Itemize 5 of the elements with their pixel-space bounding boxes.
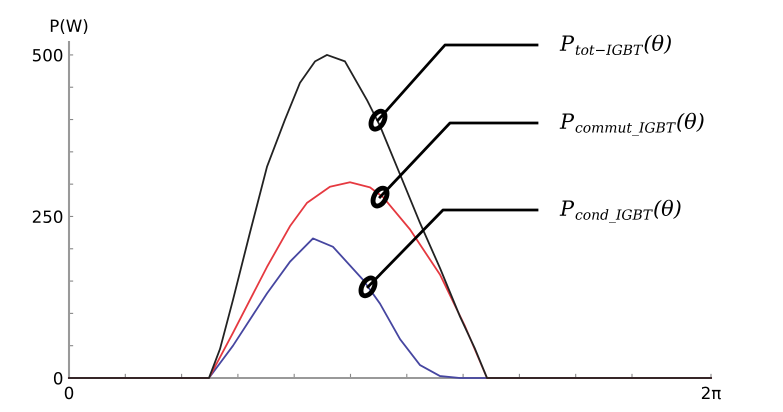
y-axis-title: P(W): [50, 19, 88, 34]
y-tick-label: 250: [32, 210, 62, 224]
y-tick-label: 500: [32, 48, 62, 62]
y-tick-label: 0: [54, 372, 62, 385]
x-tick-label: 2π: [702, 386, 721, 400]
